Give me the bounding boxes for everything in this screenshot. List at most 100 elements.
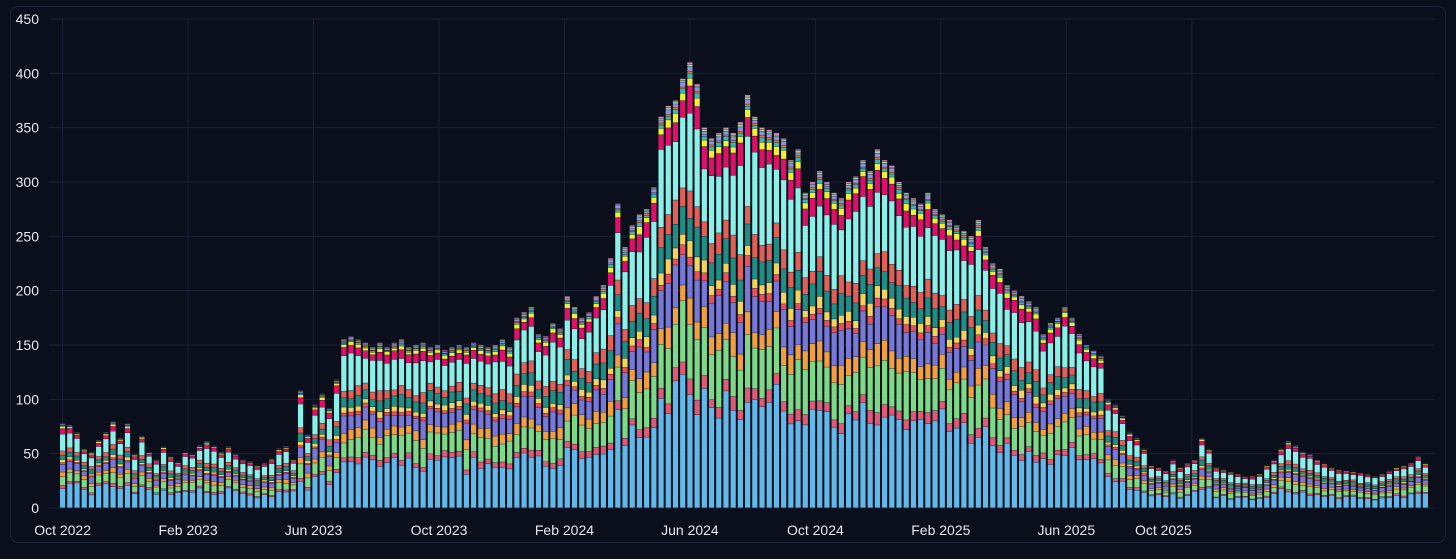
bar-segment [1264, 483, 1270, 485]
bar-segment [1083, 361, 1090, 391]
bar-segment [492, 467, 498, 508]
bar-segment [1047, 329, 1054, 333]
bar-segment [362, 348, 369, 351]
bar-segment [1163, 484, 1169, 486]
bar-segment [1076, 413, 1082, 416]
bar-segment [535, 339, 542, 343]
bar-segment [1156, 483, 1162, 488]
bar-segment [853, 411, 859, 420]
bar-segment [708, 337, 715, 355]
bar-segment [420, 403, 426, 414]
bar-segment [882, 417, 888, 508]
bar-segment [658, 329, 664, 345]
bar-segment [1278, 455, 1284, 464]
bar-segment [975, 437, 981, 508]
bar-segment [60, 464, 66, 472]
bar [182, 451, 188, 508]
bar [809, 182, 816, 508]
bar-segment [218, 485, 224, 492]
bar-segment [355, 342, 361, 345]
bar-segment [406, 350, 412, 353]
bar-segment [139, 486, 145, 508]
bar [499, 339, 506, 508]
bar [1365, 474, 1371, 508]
bar-segment [290, 491, 296, 508]
bar-segment [240, 493, 246, 508]
bar-segment [579, 425, 585, 452]
bar-segment [716, 147, 722, 154]
bar-segment [297, 457, 304, 464]
bar-segment [629, 419, 635, 425]
bar-segment [204, 493, 210, 508]
bar-segment [1408, 466, 1414, 475]
bar [874, 149, 880, 508]
bar-segment [1199, 441, 1205, 445]
bar-segment [81, 454, 87, 463]
bar-segment [67, 460, 73, 462]
bar-segment [1314, 478, 1320, 480]
bar [88, 452, 95, 508]
y-tick-label: 100 [16, 391, 40, 407]
bar-segment [716, 142, 722, 147]
bar-segment [261, 475, 268, 478]
bar-segment [809, 314, 816, 320]
bar-segment [608, 272, 614, 286]
bar-segment [824, 320, 830, 327]
bar-segment [326, 470, 332, 481]
bar-segment [168, 477, 174, 480]
bar-segment [449, 356, 455, 363]
bar-segment [420, 392, 426, 403]
bar-segment [1019, 398, 1025, 402]
bar-segment [507, 464, 513, 469]
bar-segment [600, 422, 606, 446]
bar-segment [845, 282, 852, 296]
bar-segment [1055, 336, 1061, 367]
bar-segment [1408, 481, 1414, 486]
bar-segment [903, 192, 909, 194]
bar-segment [1264, 478, 1270, 481]
bar-segment [348, 345, 354, 353]
bar-segment [182, 480, 188, 483]
bar-segment [1083, 459, 1090, 508]
bar-segment [211, 472, 217, 474]
bar-segment [809, 271, 816, 284]
bar-segment [434, 346, 441, 348]
bar-segment [788, 326, 794, 355]
bar-segment [730, 147, 736, 153]
bar-segment [312, 476, 318, 508]
bar-segment [1055, 322, 1061, 324]
bar-segment [88, 466, 95, 470]
bar-segment [1372, 476, 1378, 478]
bar-segment [882, 171, 888, 179]
bar-segment [1307, 496, 1313, 508]
bar-segment [146, 464, 152, 468]
bar-segment [334, 439, 340, 443]
bar-segment [153, 487, 159, 493]
bar-segment [261, 489, 268, 494]
bar-segment [867, 174, 873, 179]
bar-segment [1019, 298, 1025, 301]
bar-segment [1076, 389, 1082, 399]
bar-segment [1372, 493, 1378, 495]
bar-segment [1350, 484, 1356, 486]
bar-segment [60, 424, 66, 425]
bar-segment [1357, 492, 1364, 498]
bar-segment [867, 180, 873, 184]
bar-segment [831, 194, 837, 196]
bar-segment [297, 445, 304, 448]
bar-segment [182, 465, 188, 469]
bar-segment [1040, 343, 1046, 351]
bar-segment [838, 230, 844, 276]
bar-segment [564, 441, 570, 448]
bar-segment [499, 400, 506, 410]
bar-segment [773, 281, 780, 312]
bar-segment [240, 487, 246, 492]
bar-segment [175, 475, 181, 478]
bar-segment [132, 484, 138, 486]
bar [146, 452, 152, 508]
bar [946, 220, 953, 508]
bar-segment [355, 344, 361, 348]
bar-segment [233, 480, 239, 483]
bar-segment [716, 153, 722, 177]
bar-segment [391, 348, 397, 351]
